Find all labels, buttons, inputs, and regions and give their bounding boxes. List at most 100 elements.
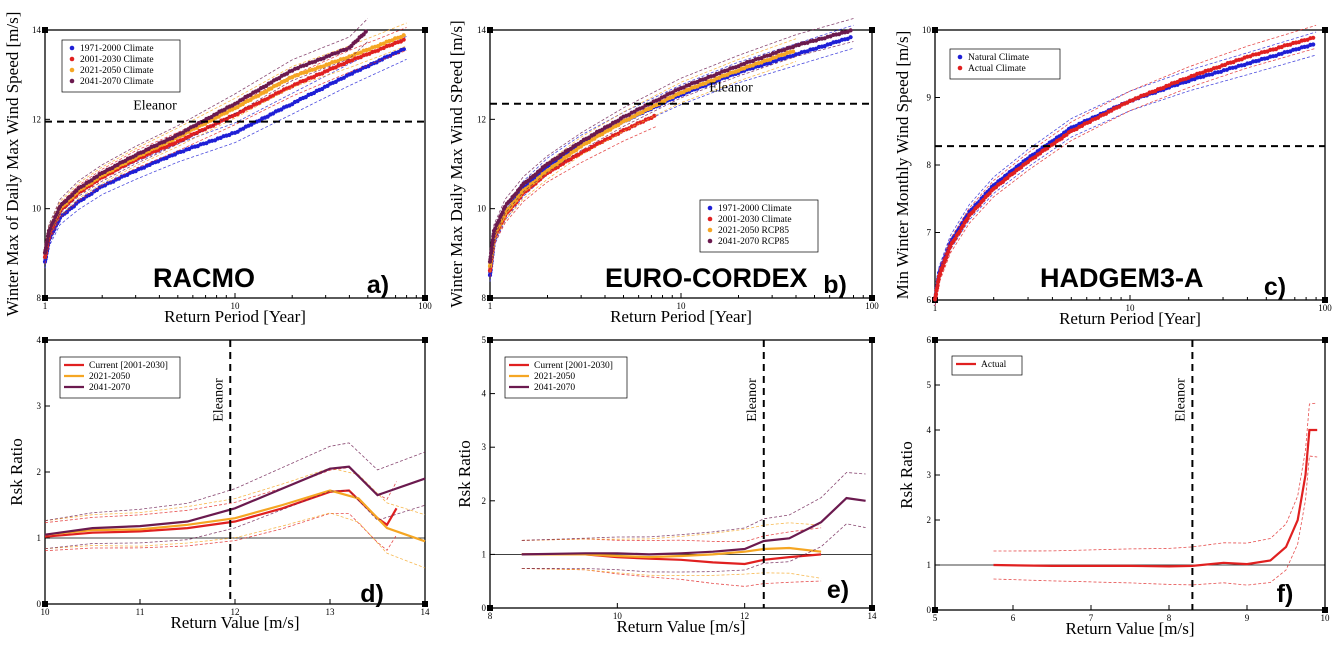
y-tick-label: 6	[927, 335, 932, 345]
legend-box	[699, 199, 819, 253]
series-point-actual-climate	[948, 244, 953, 249]
x-tick-label: 1	[488, 301, 493, 311]
y-tick-label: 8	[927, 160, 932, 170]
model-label: HADGEM3-A	[1040, 263, 1204, 293]
series-point-1971-2000-climate	[81, 196, 86, 201]
y-tick-label: 5	[927, 380, 932, 390]
legend-label: 2021-2050	[534, 372, 575, 382]
series-line	[44, 489, 426, 543]
series-upper-bound	[489, 38, 797, 261]
legend-label: 2041-2070	[89, 383, 130, 393]
series-point-2041-2070-rcp85	[555, 155, 560, 160]
x-axis-label: Return Period [Year]	[1059, 309, 1201, 328]
x-tick-label: 10	[1126, 303, 1136, 313]
x-tick-label: 13	[326, 607, 336, 617]
series-point-actual-climate	[977, 202, 982, 207]
series-point-1971-2000-climate	[71, 204, 76, 209]
y-tick-label: 9	[927, 93, 932, 103]
series-upper-bound	[44, 18, 369, 248]
legend-label: 2041-2070	[534, 383, 575, 393]
model-label: EURO-CORDEX	[605, 263, 808, 293]
legend-label: 2041-2070 RCP85	[718, 237, 789, 247]
x-tick-label: 5	[933, 613, 938, 623]
legend-marker	[69, 45, 75, 51]
x-tick-label: 10	[41, 607, 51, 617]
legend-label: Natural Climate	[968, 53, 1029, 63]
series-point-actual-climate	[960, 223, 966, 228]
series-point-actual-climate	[944, 255, 949, 260]
series-upper-bound	[934, 24, 1317, 295]
x-tick-label: 7	[1089, 613, 1094, 623]
y-tick-label: 10	[477, 204, 487, 214]
legend-marker	[69, 78, 75, 84]
y-tick-label: 12	[32, 114, 41, 124]
panel-label: a)	[367, 271, 389, 299]
panel-b: 1 10 100 8 10 12 14 Return Period [Year] Winter …	[447, 18, 879, 326]
series-upper-bound	[521, 522, 822, 541]
series-point-actual-climate	[946, 249, 951, 254]
eleanor-label: Eleanor	[133, 99, 177, 114]
series-point-1971-2000-climate	[94, 187, 99, 193]
series-point-actual-climate	[957, 229, 963, 234]
y-tick-label: 1	[927, 560, 932, 570]
series-point-2041-2070-climate	[48, 226, 53, 231]
eleanor-label: Eleanor	[745, 378, 760, 422]
x-tick-label: 1	[933, 303, 938, 313]
x-axis-label: Return Value [m/s]	[1065, 619, 1194, 638]
x-axis-label: Return Period [Year]	[610, 307, 752, 326]
y-tick-label: 10	[32, 204, 42, 214]
y-axis-label: Rsk Ratio	[7, 438, 26, 506]
y-tick-label: 0	[482, 603, 487, 613]
x-tick-label: 8	[488, 611, 493, 621]
legend-marker	[707, 205, 713, 211]
series-point-actual-climate	[971, 209, 976, 214]
series-lower-bound	[44, 45, 407, 260]
corner-marker	[422, 27, 428, 33]
y-axis-label: Winter Max Daily Max Wind SPeed [m/s]	[447, 20, 466, 307]
x-tick-label: 10	[1321, 613, 1331, 623]
series-point-2041-2070-rcp85	[488, 254, 493, 259]
series-lower-bound	[489, 61, 797, 273]
y-tick-label: 4	[927, 425, 932, 435]
series-upper-bound	[521, 527, 822, 543]
panel-label: c)	[1264, 273, 1286, 301]
series-lower-bound	[44, 58, 407, 269]
legend-marker	[707, 238, 713, 244]
legend-label: 2041-2070 Climate	[80, 77, 154, 87]
series-upper-bound	[44, 442, 426, 522]
series-point-2041-2070-rcp85	[533, 172, 538, 177]
series-point-2041-2070-climate	[89, 178, 94, 183]
series-point-1971-2000-climate	[401, 47, 406, 52]
x-axis-label: Return Period [Year]	[164, 307, 306, 326]
series-point-2041-2070-rcp85	[568, 146, 573, 151]
series-point-2041-2070-rcp85	[496, 218, 502, 223]
legend-box	[504, 356, 628, 399]
series-point-actual-climate	[941, 263, 946, 268]
series-upper-bound	[44, 22, 407, 248]
series-lower-bound	[44, 512, 426, 569]
legend-box	[61, 39, 181, 93]
legend-label: 2021-2050 Climate	[80, 66, 154, 76]
series-lower-bound	[521, 568, 822, 579]
y-tick-label: 3	[482, 442, 487, 452]
eleanor-label: Eleanor	[709, 81, 753, 96]
legend-label: 2021-2050 RCP85	[718, 226, 789, 236]
panel-label: e)	[827, 576, 849, 604]
panel-label: d)	[360, 580, 384, 608]
legend-label: 2001-2030 Climate	[80, 55, 154, 65]
series-lower-bound	[44, 50, 407, 264]
panel-a: 1 10 100 8 10 12 14 Return Period [Year] Winter …	[3, 12, 432, 326]
x-tick-label: 100	[1318, 303, 1332, 313]
legend-label: 2001-2030 Climate	[718, 215, 792, 225]
series-lower-bound	[521, 568, 822, 587]
legend-label: 1971-2000 Climate	[718, 204, 792, 214]
series-lower-bound	[934, 54, 1317, 307]
series-point-2041-2070-rcp85	[848, 28, 853, 33]
y-tick-label: 8	[37, 293, 42, 303]
series-point-2041-2070-climate	[55, 210, 60, 215]
series-point-2021-2050-rcp85	[538, 174, 543, 179]
series-point-1971-2000-climate	[89, 191, 94, 196]
y-tick-label: 2	[927, 515, 932, 525]
series-point-2041-2070-rcp85	[490, 237, 495, 243]
